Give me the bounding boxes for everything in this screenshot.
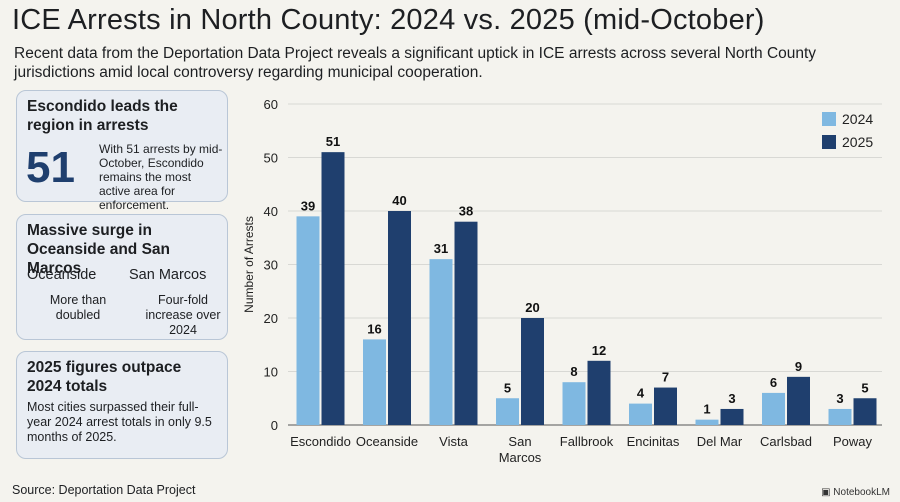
legend-swatch <box>822 112 836 126</box>
data-label: 5 <box>861 380 868 395</box>
brand-label: ▣ NotebookLM <box>821 487 890 498</box>
x-tick-label: Escondido <box>290 434 351 449</box>
x-tick-label: Fallbrook <box>560 434 614 449</box>
card-heading: Escondido leads the region in arrests <box>27 98 178 134</box>
data-label: 20 <box>525 300 539 315</box>
bar-2024-san-marcos <box>496 398 519 425</box>
x-tick-label: Carlsbad <box>760 434 812 449</box>
data-label: 7 <box>662 370 669 385</box>
bar-2024-fallbrook <box>562 382 586 425</box>
surge-left-label: Oceanside <box>27 267 97 283</box>
data-label: 8 <box>570 364 577 379</box>
y-tick-label: 30 <box>264 258 278 273</box>
x-tick-label: Oceanside <box>356 434 418 449</box>
big-number: 51 <box>26 143 75 192</box>
bar-2024-encinitas <box>629 403 652 425</box>
bar-2025-vista <box>454 221 478 425</box>
data-label: 3 <box>728 391 735 406</box>
data-label: 12 <box>592 343 606 358</box>
source-note: Source: Deportation Data Project <box>12 483 196 497</box>
y-tick-label: 60 <box>264 97 278 112</box>
surge-left-desc: More than doubled <box>49 293 107 322</box>
y-tick-label: 0 <box>271 418 278 433</box>
x-tick-label: Encinitas <box>627 434 680 449</box>
data-label: 51 <box>326 134 340 149</box>
brand-icon: ▣ <box>821 487 831 498</box>
data-label: 4 <box>637 386 645 401</box>
card-text: With 51 arrests by mid-October, Escondid… <box>99 142 223 212</box>
surge-right-label: San Marcos <box>129 267 207 283</box>
data-label: 6 <box>770 375 777 390</box>
x-tick-label: Vista <box>439 434 468 449</box>
x-tick-label: Del Mar <box>697 434 743 449</box>
data-label: 39 <box>301 198 315 213</box>
data-label: 1 <box>703 402 710 417</box>
bar-2025-escondido <box>321 152 345 425</box>
bar-2025-san-marcos <box>521 318 544 425</box>
x-tick-label: Poway <box>833 434 873 449</box>
page-title: ICE Arrests in North County: 2024 vs. 20… <box>12 4 765 36</box>
x-tick-label: San <box>508 434 531 449</box>
x-tick-label: Marcos <box>499 450 542 465</box>
bar-2025-oceanside <box>388 211 411 425</box>
bar-2024-del-mar <box>695 419 719 425</box>
data-label: 31 <box>434 241 448 256</box>
surge-right-desc: Four-fold increase over 2024 <box>145 293 221 337</box>
insight-card-outpace: 2025 figures outpace 2024 totals Most ci… <box>16 351 228 459</box>
card-heading: Massive surge in Oceanside and San Marco… <box>27 222 170 277</box>
insight-card-lead: Escondido leads the region in arrests 51… <box>16 90 228 212</box>
bar-2025-carlsbad <box>787 376 810 425</box>
legend-label: 2024 <box>842 111 873 127</box>
y-axis-label: Number of Arrests <box>242 216 256 313</box>
bar-2024-carlsbad <box>762 392 785 425</box>
brand-name: NotebookLM <box>833 487 890 498</box>
data-label: 16 <box>367 321 381 336</box>
bar-2025-fallbrook <box>587 360 611 425</box>
data-label: 3 <box>836 391 843 406</box>
legend-swatch <box>822 135 836 149</box>
card-heading: 2025 figures outpace 2024 totals <box>27 359 182 395</box>
bar-2025-poway <box>853 398 877 425</box>
bar-2024-escondido <box>296 216 320 425</box>
insight-card-surge: Massive surge in Oceanside and San Marco… <box>16 214 228 340</box>
bar-2024-vista <box>429 259 453 425</box>
data-label: 5 <box>504 380 511 395</box>
y-tick-label: 40 <box>264 204 278 219</box>
data-label: 9 <box>795 359 802 374</box>
page-subtitle: Recent data from the Deportation Data Pr… <box>14 45 817 81</box>
bar-2025-del-mar <box>720 408 744 425</box>
bar-2024-poway <box>828 408 852 425</box>
data-label: 40 <box>392 193 406 208</box>
y-tick-label: 10 <box>264 365 278 380</box>
bar-2025-encinitas <box>654 387 677 425</box>
legend-label: 2025 <box>842 134 873 150</box>
data-label: 38 <box>459 204 473 219</box>
bar-2024-oceanside <box>363 339 386 425</box>
card-text: Most cities surpassed their full-year 20… <box>27 400 212 444</box>
y-tick-label: 20 <box>264 311 278 326</box>
y-tick-label: 50 <box>264 151 278 166</box>
